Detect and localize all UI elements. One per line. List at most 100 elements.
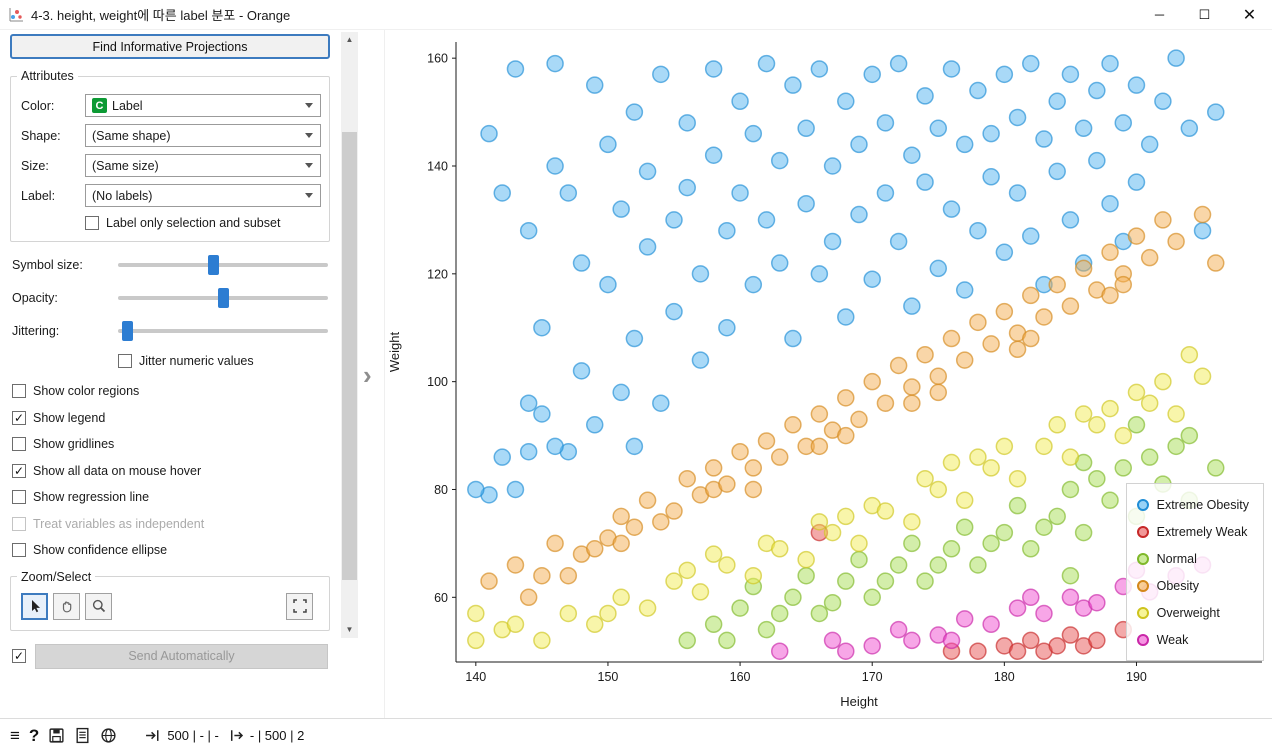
collapse-panel-chevron-icon[interactable]: › <box>363 360 372 390</box>
scrollbar-thumb[interactable] <box>342 132 357 580</box>
scatter-svg[interactable]: 140 150 160 170 180 190 60 80 100 120 140 160 Height… <box>385 30 1272 718</box>
slider-handle[interactable] <box>121 321 133 341</box>
attributes-group-title: Attributes <box>21 69 74 83</box>
menu-icon[interactable]: ≡ <box>10 725 20 745</box>
slider-label: Opacity: <box>12 291 58 305</box>
combo-value: (No labels) <box>92 188 153 203</box>
scrollbar-up-arrow-icon[interactable]: ▲ <box>345 35 354 44</box>
hand-icon <box>62 601 71 613</box>
scrollbar-down-arrow-icon[interactable]: ▼ <box>345 625 354 634</box>
label-only-selection-checkbox[interactable] <box>85 216 99 230</box>
panel-splitter[interactable]: › <box>358 30 384 718</box>
titlebar: 4-3. height, weight에 따른 label 분포 - Orang… <box>0 0 1272 30</box>
close-button[interactable]: ✕ <box>1242 6 1257 24</box>
control-panel: Find Informative Projections Attributes … <box>0 30 340 718</box>
scatter-plot-canvas[interactable]: 140 150 160 170 180 190 60 80 100 120 140 160 Height… <box>384 30 1272 718</box>
label-only-selection-checkbox-label: Label only selection and subset <box>106 216 281 230</box>
legend-item: Extreme Obesity <box>1136 491 1249 518</box>
window-title: 4-3. height, weight에 따른 label 분포 - Orang… <box>31 8 291 23</box>
magnifier-icon <box>92 599 105 613</box>
svg-text:60: 60 <box>434 591 448 605</box>
chevron-down-icon <box>305 133 313 138</box>
svg-text:160: 160 <box>427 52 448 66</box>
option-checkbox[interactable] <box>12 516 26 531</box>
attr-combo[interactable]: C Label <box>85 94 321 117</box>
send-automatically-button[interactable]: Send Automatically <box>35 643 328 669</box>
x-axis-label: Height <box>840 694 878 709</box>
output-summary-icon <box>230 730 243 741</box>
legend-marker-icon <box>1136 579 1149 592</box>
legend-label: Extreme Obesity <box>1156 497 1249 512</box>
y-axis-label: Weight <box>387 332 402 373</box>
slider[interactable] <box>118 321 328 341</box>
zoom-select-group-title: Zoom/Select <box>21 569 92 584</box>
minimize-button[interactable]: ─ <box>1154 7 1165 22</box>
legend-marker-icon <box>1136 525 1149 538</box>
help-icon[interactable]: ? <box>28 725 40 745</box>
option-checkbox-label: Show regression line <box>33 490 150 504</box>
svg-text:180: 180 <box>994 670 1015 684</box>
slider-label: Symbol size: <box>12 258 83 272</box>
legend-item: Obesity <box>1136 572 1249 599</box>
legend-item: Normal <box>1136 545 1249 572</box>
option-checkbox[interactable]: ✓ <box>12 463 26 478</box>
reset-zoom-button[interactable] <box>286 592 313 620</box>
svg-text:120: 120 <box>427 267 448 281</box>
chevron-down-icon <box>305 163 313 168</box>
chevron-down-icon <box>305 193 313 198</box>
svg-text:100: 100 <box>427 375 448 389</box>
zoom-select-group: Zoom/Select <box>10 569 330 631</box>
option-checkbox[interactable] <box>12 384 26 398</box>
report-icon[interactable] <box>74 727 91 744</box>
option-checkbox[interactable]: ✓ <box>12 410 26 425</box>
slider-handle[interactable] <box>207 255 219 275</box>
legend-marker-icon <box>1136 606 1149 619</box>
categorical-variable-icon: C <box>92 98 107 113</box>
pan-tool-button[interactable] <box>53 592 80 620</box>
combo-value: (Same size) <box>92 158 159 173</box>
jitter-numeric-checkbox[interactable] <box>118 354 132 368</box>
option-checkbox[interactable] <box>12 437 26 451</box>
attr-label: Size: <box>21 158 49 173</box>
svg-text:80: 80 <box>434 483 448 497</box>
slider[interactable] <box>118 255 328 275</box>
combo-value: Label <box>112 98 143 113</box>
scatter-plot-app-icon <box>9 7 23 21</box>
select-tool-button[interactable] <box>21 592 48 620</box>
input-summary-icon <box>146 730 159 741</box>
option-checkbox-label: Show gridlines <box>33 437 115 451</box>
legend-item: Weak <box>1136 626 1249 653</box>
legend-marker-icon <box>1136 552 1149 565</box>
svg-text:150: 150 <box>598 670 619 684</box>
attr-label: Label: <box>21 188 56 203</box>
legend-item: Overweight <box>1136 599 1249 626</box>
find-informative-projections-button[interactable]: Find Informative Projections <box>10 34 330 59</box>
slider[interactable] <box>118 288 328 308</box>
option-checkbox-label: Show color regions <box>33 384 140 398</box>
maximize-button[interactable]: ☐ <box>1198 6 1211 22</box>
attr-combo[interactable]: (Same size) <box>85 154 321 177</box>
legend-label: Normal <box>1156 551 1197 566</box>
visual-settings-icon[interactable] <box>100 727 117 744</box>
legend-item: Extremely Weak <box>1136 518 1249 545</box>
legend-marker-icon <box>1136 498 1149 511</box>
panel-scrollbar[interactable]: ▲ ▼ <box>341 32 358 638</box>
svg-text:140: 140 <box>465 670 486 684</box>
send-automatically-checkbox[interactable]: ✓ <box>12 649 26 663</box>
attr-combo[interactable]: (Same shape) <box>85 124 321 147</box>
option-checkbox-label: Show confidence ellipse <box>33 543 168 557</box>
svg-text:170: 170 <box>862 670 883 684</box>
attr-label: Shape: <box>21 128 61 143</box>
save-icon[interactable] <box>48 727 65 744</box>
option-checkbox[interactable] <box>12 490 26 504</box>
cursor-arrow-icon <box>31 600 40 613</box>
option-checkbox[interactable] <box>12 543 26 557</box>
attr-combo[interactable]: (No labels) <box>85 184 321 207</box>
zoom-tool-button[interactable] <box>85 592 112 620</box>
legend-label: Overweight <box>1156 605 1220 620</box>
attr-label: Color: <box>21 98 55 113</box>
legend-marker-icon <box>1136 633 1149 646</box>
slider-handle[interactable] <box>217 288 229 308</box>
svg-text:160: 160 <box>730 670 751 684</box>
input-summary: 500 | - | - <box>167 728 219 743</box>
